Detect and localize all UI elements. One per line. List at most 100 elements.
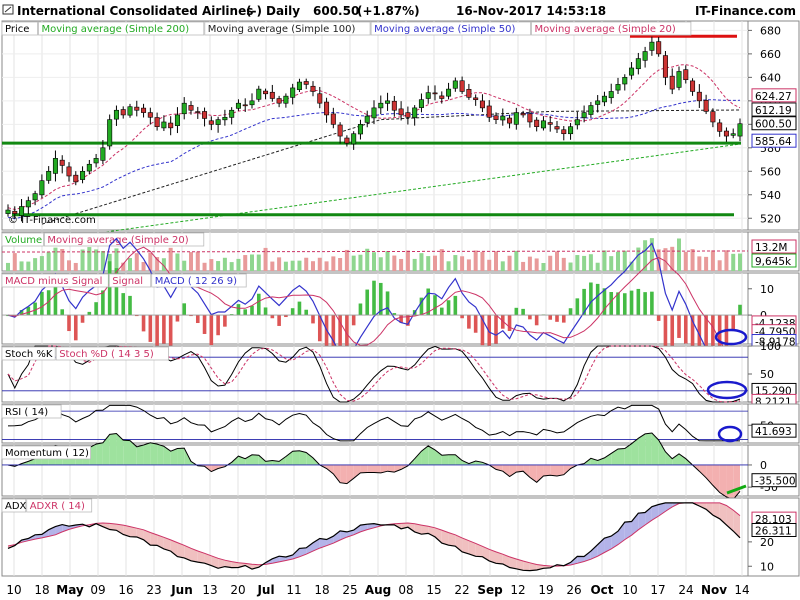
momentum-area (123, 440, 130, 465)
adx-area (462, 537, 469, 554)
adx-area (407, 523, 415, 532)
momentum-area (387, 464, 395, 473)
adx-area (523, 561, 530, 571)
macd-histogram-bar (73, 315, 78, 341)
volume-bar (270, 261, 275, 271)
momentum-area (557, 464, 564, 477)
momentum-area (374, 464, 381, 473)
instrument-title: International Consolidated Airlines (17, 4, 253, 18)
macd-histogram-bar (290, 308, 295, 316)
symbol-state: (-) (246, 4, 262, 18)
candle-body (256, 88, 262, 100)
adx-area (238, 562, 246, 568)
macd-histogram-bar (467, 315, 471, 329)
macd-histogram-bar (514, 307, 519, 316)
macd-histogram-bar (80, 315, 85, 323)
macd-legend-entry: MACD minus Signal (5, 276, 102, 287)
x-axis-label: Jul (256, 583, 274, 597)
price-value-box (751, 133, 797, 148)
momentum-area (645, 433, 652, 465)
macd-histogram-bar (602, 288, 607, 316)
momentum-area (611, 448, 618, 465)
candle-body (229, 109, 235, 118)
adx-area (333, 530, 341, 544)
candle-body (500, 115, 506, 121)
price-ytick-label: 680 (760, 24, 781, 37)
candle-body (540, 120, 546, 129)
adx-axis-frame (747, 497, 800, 577)
macd-histogram-bar (656, 315, 661, 321)
macd-histogram-bar (60, 309, 65, 316)
macd-histogram-bar (263, 307, 268, 316)
x-axis-label: 13 (202, 583, 217, 597)
candle-body (601, 95, 607, 103)
stochastic-legend-entry: Stoch %K (5, 349, 53, 360)
adx-area (502, 554, 510, 568)
macd-histogram-bar (358, 303, 363, 316)
momentum-area (624, 443, 632, 465)
header-bar (0, 0, 800, 20)
momentum-value-box (751, 473, 797, 488)
volume-bar (514, 250, 519, 271)
candle-body (215, 119, 221, 125)
adx-panel-frame (1, 497, 749, 577)
ma200-line (1, 143, 739, 247)
macd-histogram-bar (589, 282, 593, 316)
macd-histogram-bar (575, 298, 580, 316)
adx-area (584, 551, 591, 562)
macd-histogram-bar (392, 313, 397, 316)
volume-bar (636, 247, 641, 271)
signal-line (7, 246, 741, 365)
candle-body (717, 122, 723, 132)
momentum-area (150, 442, 158, 465)
candle-body (357, 124, 363, 135)
volume-bar (209, 259, 214, 271)
x-axis-label: 20 (230, 583, 245, 597)
volume-bar (46, 252, 51, 271)
macd-histogram-bar (168, 315, 173, 347)
macd-histogram-bar (534, 315, 539, 326)
candle-body (690, 80, 696, 92)
adx-area (448, 532, 456, 547)
candle-body (154, 117, 160, 127)
stochastic-ytick-label: 50 (760, 368, 774, 381)
candle-body (364, 115, 370, 123)
macd-histogram-bar (33, 302, 37, 316)
candle-body (337, 124, 343, 137)
volume-bar (344, 249, 349, 271)
candle-body (5, 209, 11, 214)
candle-body (405, 112, 411, 118)
candle-body (134, 106, 140, 111)
macd-histogram-bar (439, 307, 444, 316)
candle-body (622, 77, 628, 85)
adx-area (252, 564, 259, 570)
x-axis-label: 09 (90, 583, 105, 597)
momentum-area (679, 453, 686, 465)
momentum-area (285, 451, 293, 465)
macd-histogram-bar (677, 315, 681, 338)
adx-area (733, 510, 740, 538)
macd-histogram-bar (202, 315, 207, 334)
candle-body (547, 122, 553, 125)
volume-bar (263, 247, 268, 271)
candle-body (507, 117, 513, 124)
volume-bar (710, 250, 715, 271)
macd-legend-entry: MACD ( 12 26 9) (155, 276, 237, 287)
adx-area (624, 521, 632, 540)
momentum-area (279, 456, 286, 465)
volume-bar (87, 247, 92, 271)
volume-ma-line (1, 250, 749, 253)
macd-histogram-bar (297, 301, 302, 316)
candle-body (669, 75, 675, 90)
candle-body (418, 99, 424, 108)
candle-body (554, 126, 560, 130)
macd-histogram-bar (399, 315, 403, 323)
momentum-area (333, 464, 341, 483)
volume-bar (358, 254, 363, 271)
macd-histogram-bar (683, 315, 688, 344)
macd-histogram-bar (731, 315, 736, 330)
adx-area (143, 529, 151, 546)
candle-body (25, 200, 31, 208)
candle-body (181, 102, 187, 115)
adx-area (197, 551, 205, 564)
